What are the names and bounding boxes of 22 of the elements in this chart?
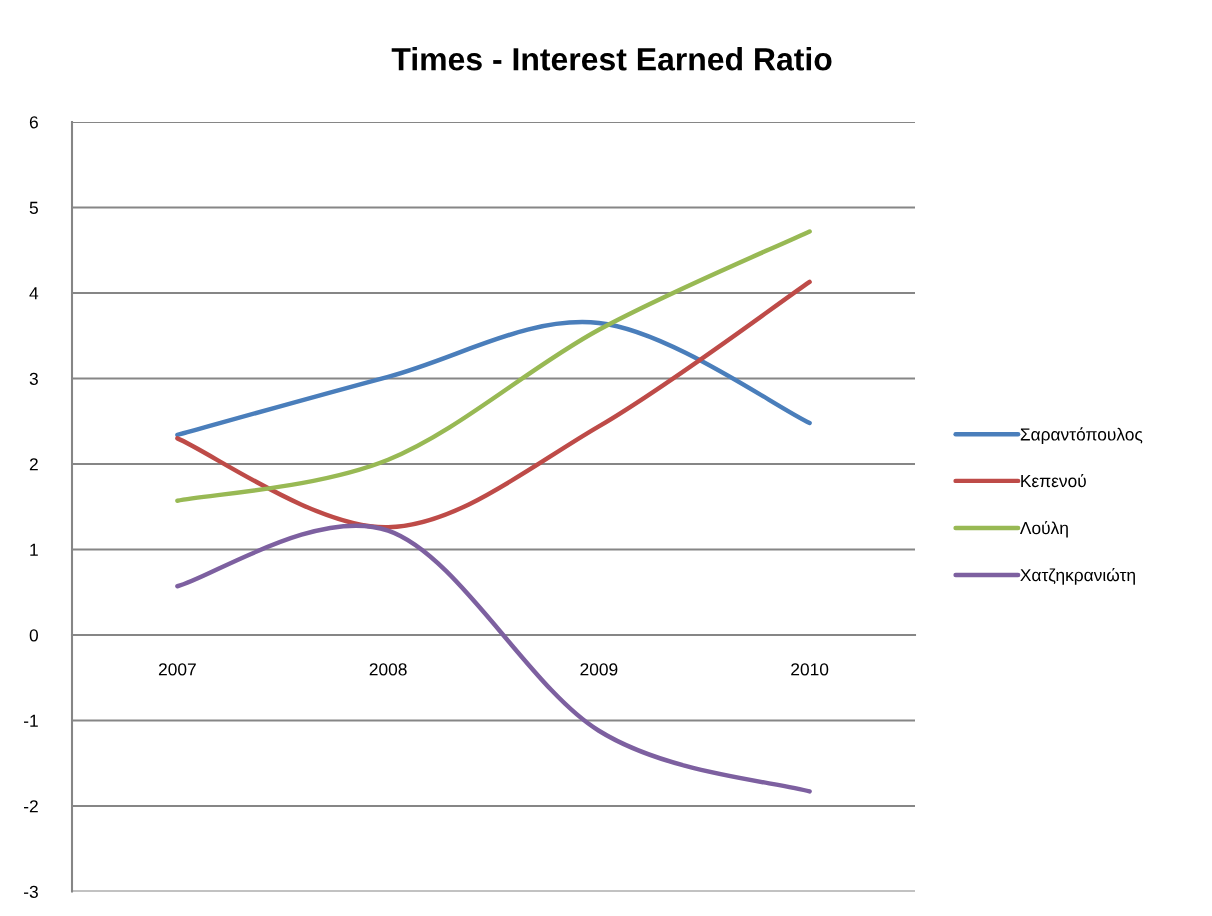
chart-title: Times - Interest Earned Ratio: [391, 47, 832, 71]
line-series: [175, 229, 812, 503]
legend-label: Λούλη: [1019, 520, 1068, 538]
x-tick-label: 2010: [791, 663, 829, 676]
y-tick-label: 6: [29, 116, 38, 129]
legend-label: Σαραντόπουλος: [1020, 427, 1143, 444]
y-tick-label: 0: [29, 629, 38, 642]
legend-label: Κεπενού: [1021, 473, 1086, 488]
x-tick-label: 2007: [158, 663, 196, 676]
x-tick-label: 2009: [580, 663, 618, 676]
line-series: [175, 279, 812, 530]
y-tick-label: -3: [24, 885, 38, 898]
line-series: [175, 319, 812, 438]
y-tick-label: -2: [24, 800, 38, 813]
y-tick-label: -1: [24, 714, 38, 727]
y-tick-label: 4: [29, 287, 39, 300]
y-tick-label: 3: [29, 372, 38, 385]
x-tick-label: 2008: [369, 663, 407, 676]
y-tick-label: 1: [30, 543, 38, 556]
y-tick-label: 5: [29, 201, 38, 214]
legend-label: Χατζηκρανιώτη: [1020, 568, 1135, 585]
y-tick-label: 2: [29, 458, 38, 471]
